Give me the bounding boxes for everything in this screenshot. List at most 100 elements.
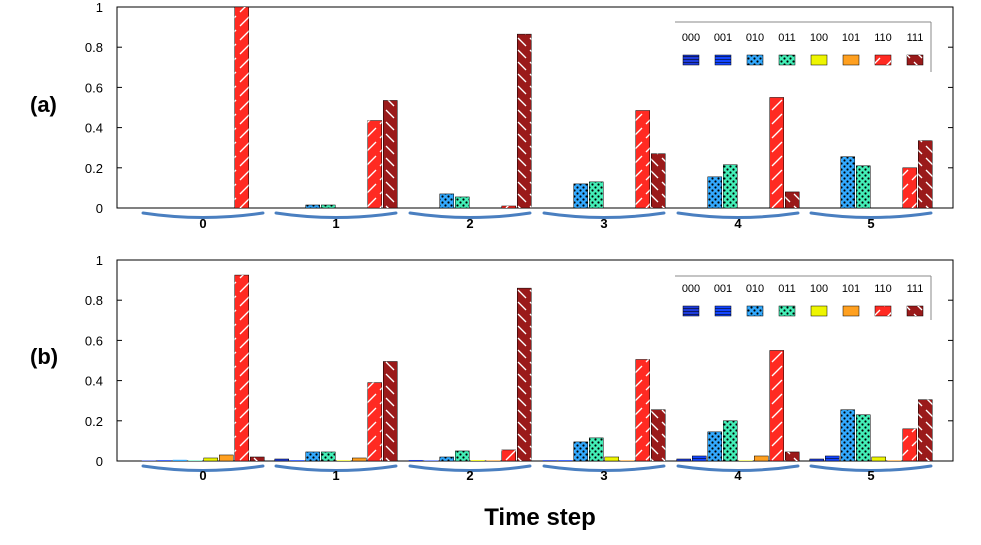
bar-010-1: [305, 451, 320, 462]
y-tick-label: 0.6: [85, 80, 103, 95]
category-brace: [274, 464, 398, 472]
bar-111-5: [918, 140, 933, 209]
y-tick-label: 0.4: [85, 121, 103, 136]
bar-000-4: [676, 458, 691, 462]
x-tick-label: 1: [332, 468, 339, 483]
x-tick-label: 5: [867, 216, 874, 231]
bar-011-2: [455, 450, 470, 462]
legend: 000 001 010 011 100 101 110 111: [675, 21, 932, 72]
x-tick-label: 3: [600, 468, 607, 483]
bar-110-1: [367, 382, 382, 462]
panel-a: (a) 0 0.2 0.4 0.6 0.8 1 0 1 2 3 4 5 000 001 010 011 10…: [30, 0, 954, 231]
bar-010-0: [172, 459, 187, 461]
bar-group: [141, 274, 933, 462]
legend-swatch-111: [906, 305, 924, 317]
legend-swatch-001: [714, 54, 732, 66]
legend-label-010: 010: [746, 32, 764, 44]
legend-swatch-010: [746, 305, 764, 317]
legend-label-000: 000: [682, 283, 700, 295]
bar-011-1: [321, 204, 336, 209]
bar-010-2: [439, 456, 454, 462]
category-brace: [676, 464, 800, 472]
legend-swatch-111: [906, 54, 924, 66]
y-tick-label: 0.4: [85, 374, 103, 389]
legend-swatch-101: [842, 305, 860, 317]
y-tick-label: 1: [96, 253, 103, 268]
legend-swatch-110: [874, 305, 892, 317]
category-brace: [676, 211, 800, 219]
legend-swatch-101: [842, 54, 860, 66]
x-axis: 0 1 2 3 4 5: [141, 464, 933, 483]
x-tick-label: 0: [199, 468, 206, 483]
category-brace: [542, 211, 666, 219]
bar-010-4: [707, 431, 722, 462]
x-axis: 0 1 2 3 4 5: [141, 211, 933, 231]
bar-011-5: [856, 414, 871, 462]
x-tick-label: 5: [867, 468, 874, 483]
bar-010-1: [305, 204, 320, 209]
bar-001-2: [424, 460, 439, 461]
bar-010-5: [840, 156, 855, 209]
plot-frame: [116, 259, 954, 462]
legend-swatch-000: [682, 305, 700, 317]
bar-110-3: [635, 110, 650, 209]
legend-swatch-000: [682, 54, 700, 66]
legend-label-110: 110: [874, 283, 892, 295]
legend-label-111: 111: [907, 32, 924, 44]
category-brace: [542, 464, 666, 472]
bar-011-4: [723, 164, 738, 209]
bar-111-5: [918, 399, 933, 462]
bar-111-1: [383, 100, 398, 209]
legend-label-001: 001: [714, 32, 732, 44]
bar-111-3: [651, 409, 666, 462]
bar-101-5: [887, 460, 902, 461]
panel-label: (a): [30, 92, 57, 117]
bar-101-3: [620, 460, 635, 461]
bar-101-4: [754, 455, 769, 462]
legend: 000 001 010 011 100 101 110 111: [675, 275, 932, 320]
y-axis: 0 0.2 0.4 0.6 0.8 1: [85, 0, 953, 216]
bar-100-4: [738, 460, 753, 461]
x-tick-label: 0: [199, 216, 206, 231]
bar-000-0: [141, 460, 156, 461]
y-axis: 0 0.2 0.4 0.6 0.8 1: [85, 253, 953, 469]
bar-010-3: [573, 441, 588, 462]
bar-111-3: [651, 153, 666, 209]
bar-011-2: [455, 196, 470, 209]
legend-label-111: 111: [907, 283, 924, 295]
legend-swatch-010: [746, 54, 764, 66]
legend-swatch-100: [810, 54, 828, 66]
legend-swatch-100: [810, 305, 828, 317]
bar-001-0: [157, 460, 172, 461]
bar-000-2: [408, 459, 423, 461]
y-tick-label: 0.8: [85, 40, 103, 55]
legend-swatch-011: [778, 305, 796, 317]
legend-label-000: 000: [682, 32, 700, 44]
legend-label-100: 100: [810, 32, 828, 44]
bar-010-4: [707, 176, 722, 209]
y-tick-label: 0.6: [85, 333, 103, 348]
bar-101-2: [486, 460, 501, 461]
bar-111-4: [785, 451, 800, 462]
bar-110-4: [769, 350, 784, 462]
bar-001-3: [558, 460, 573, 461]
bar-011-0: [188, 460, 203, 461]
legend-label-001: 001: [714, 283, 732, 295]
y-tick-label: 0.2: [85, 414, 103, 429]
bar-100-3: [604, 456, 619, 462]
bar-110-5: [902, 428, 917, 462]
bar-101-1: [352, 457, 367, 462]
bar-110-5: [902, 167, 917, 209]
bar-111-4: [785, 191, 800, 209]
bar-100-0: [203, 457, 218, 462]
panel-b: (b) 0 0.2 0.4 0.6 0.8 1 0 1 2 3 4 5 000 001 010 011 10…: [30, 253, 954, 483]
legend-label-011: 011: [778, 32, 796, 44]
x-tick-label: 4: [734, 468, 742, 483]
bar-010-5: [840, 409, 855, 462]
bar-110-3: [635, 359, 650, 462]
bar-100-5: [871, 456, 886, 462]
x-tick-label: 3: [600, 216, 607, 231]
category-brace: [408, 211, 532, 219]
y-tick-label: 1: [96, 0, 103, 15]
